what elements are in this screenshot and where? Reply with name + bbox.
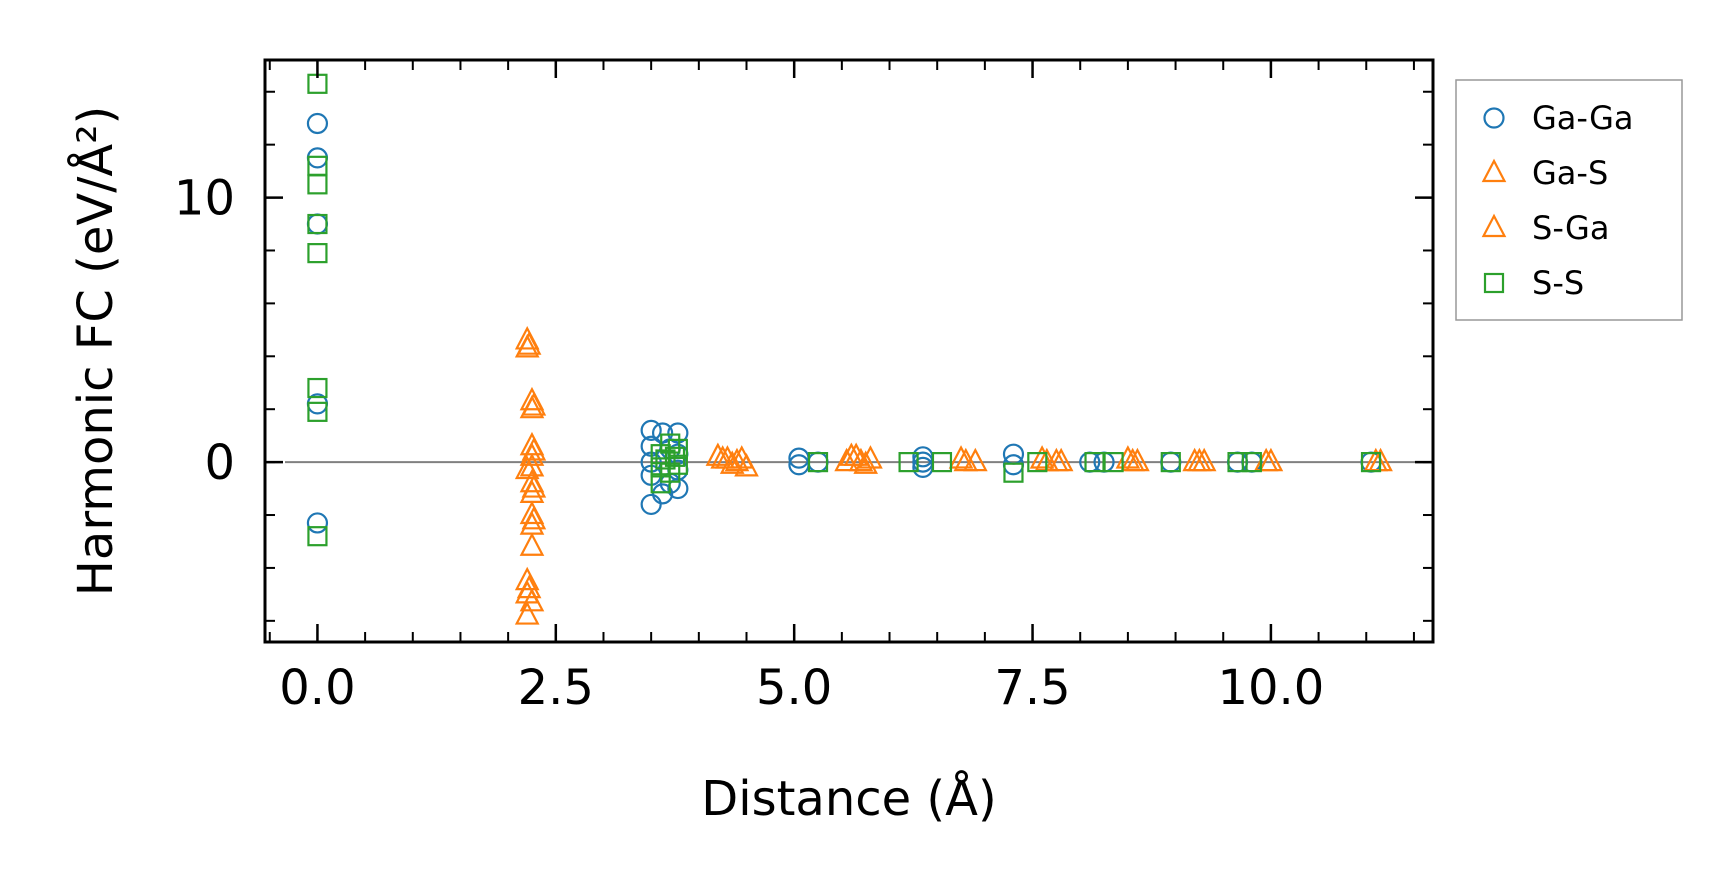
point-s-s — [1103, 452, 1124, 473]
point-ga-s — [514, 566, 540, 591]
series-ga-s — [514, 326, 1393, 625]
y-tick-label: 10 — [174, 171, 235, 227]
axis-ticks: 0.0 2.5 5.0 7.5 10.0 0 10 — [174, 60, 1433, 716]
point-ga-ga — [306, 512, 329, 534]
y-tick-label: 0 — [204, 435, 235, 491]
plot-frame — [263, 58, 1435, 644]
legend-label-s-s: S-S — [1532, 264, 1584, 302]
point-s-s — [1160, 452, 1181, 473]
point-s-s — [307, 401, 328, 422]
legend-label-ga-ga: Ga-Ga — [1532, 99, 1634, 137]
legend: Ga-Ga Ga-S S-Ga S-S — [1455, 79, 1683, 321]
point-s-ga — [719, 450, 745, 474]
point-s-s — [667, 454, 688, 475]
point-s-ga — [1120, 447, 1145, 472]
point-s-ga — [729, 445, 755, 469]
data-markers — [306, 73, 1393, 625]
legend-marker-s-ga — [1481, 213, 1507, 238]
point-s-ga — [521, 474, 547, 498]
legend-marker-ga-s — [1481, 158, 1507, 183]
point-s-s — [807, 452, 829, 473]
legend-marker-s-s — [1483, 272, 1505, 294]
point-ga-s — [848, 447, 874, 472]
point-ga-ga — [651, 483, 674, 505]
point-ga-ga — [640, 419, 662, 441]
point-ga-ga — [306, 112, 329, 135]
point-s-ga — [1048, 447, 1074, 472]
point-s-s — [1360, 452, 1382, 473]
legend-box — [1455, 79, 1683, 321]
point-ga-s — [858, 445, 883, 469]
point-s-s — [1003, 462, 1024, 483]
point-s-s — [1227, 452, 1248, 473]
point-s-s — [307, 526, 328, 547]
point-s-ga — [1258, 447, 1284, 472]
point-ga-ga — [640, 493, 662, 516]
x-tick-label: 0.0 — [279, 660, 355, 716]
point-ga-s — [724, 447, 750, 472]
y-axis-label: Harmonic FC (eV/Å²) — [67, 106, 124, 596]
point-s-ga — [710, 445, 735, 469]
point-s-s — [667, 438, 688, 459]
point-s-ga — [521, 505, 547, 530]
point-s-ga — [843, 442, 869, 466]
x-tick-label: 5.0 — [756, 660, 832, 716]
x-axis-label: Distance (Å) — [701, 770, 996, 827]
point-s-ga — [516, 574, 542, 599]
point-s-ga — [521, 437, 547, 461]
point-ga-ga — [306, 213, 329, 235]
point-s-s — [931, 452, 953, 473]
point-ga-s — [519, 532, 545, 556]
series-s-ga — [516, 331, 1389, 599]
point-s-s — [1241, 452, 1262, 473]
point-ga-s — [948, 445, 974, 469]
legend-marker-ga-ga — [1483, 107, 1505, 129]
point-s-ga — [1187, 447, 1212, 472]
point-s-s — [898, 452, 919, 473]
x-tick-label: 2.5 — [518, 660, 594, 716]
point-s-s — [307, 213, 328, 235]
point-ga-ga — [667, 422, 689, 444]
series-s-s — [307, 73, 1382, 547]
point-s-ga — [834, 447, 859, 472]
point-s-s — [307, 377, 328, 399]
point-s-ga — [953, 447, 979, 472]
point-s-s — [660, 433, 681, 454]
legend-label-ga-s: Ga-S — [1532, 154, 1608, 192]
point-s-ga — [853, 450, 879, 474]
point-ga-ga — [667, 477, 689, 500]
x-tick-label: 7.5 — [994, 660, 1070, 716]
point-s-s — [1027, 452, 1048, 473]
legend-label-s-ga: S-Ga — [1532, 209, 1609, 247]
x-tick-label: 10.0 — [1217, 660, 1324, 716]
point-s-s — [307, 174, 328, 195]
point-s-ga — [521, 392, 547, 416]
point-s-s — [307, 243, 328, 264]
point-ga-s — [514, 601, 540, 625]
point-ga-s — [519, 453, 545, 477]
point-s-ga — [516, 331, 542, 355]
